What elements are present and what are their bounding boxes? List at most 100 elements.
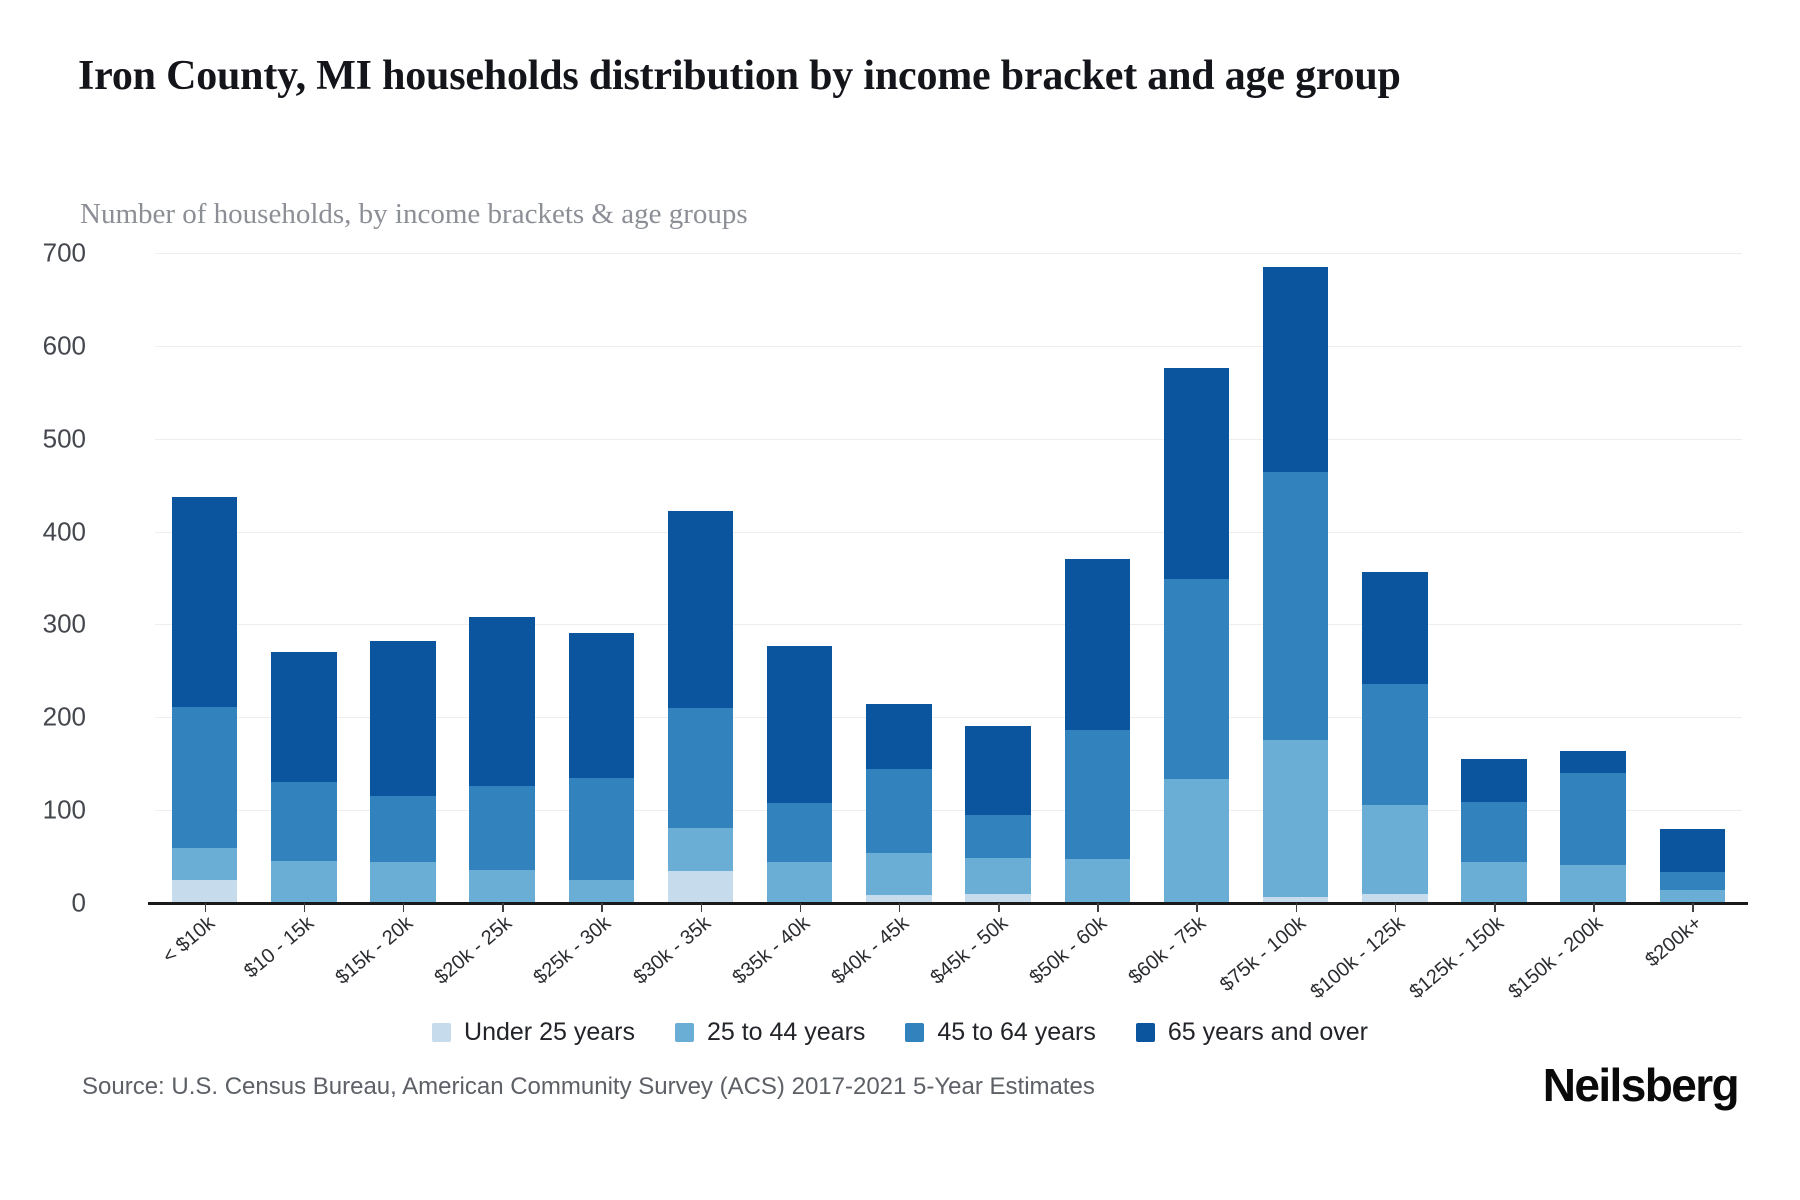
y-axis-tick-label: 0 [71, 887, 86, 918]
bar-stack[interactable] [1659, 253, 1726, 903]
bar-segment[interactable] [1560, 773, 1626, 865]
bar-stack[interactable] [667, 253, 734, 903]
bar-segment[interactable] [1064, 730, 1130, 860]
legend-item-label: 65 years and over [1167, 1018, 1368, 1046]
bar-segment[interactable] [866, 894, 932, 903]
bar-stack[interactable] [866, 253, 932, 903]
bar-stack[interactable] [1163, 253, 1230, 903]
bar-segment[interactable] [568, 879, 635, 903]
bar-stack[interactable] [370, 253, 436, 903]
bar-segment[interactable] [370, 796, 436, 863]
legend-swatch-icon [1135, 1023, 1155, 1042]
bar-segment[interactable] [667, 511, 734, 708]
bar-segment[interactable] [766, 802, 833, 863]
bar-segment[interactable] [965, 893, 1031, 903]
bar-stack[interactable] [171, 253, 238, 903]
bar-segment[interactable] [1461, 862, 1527, 903]
bar-stack[interactable] [271, 253, 337, 903]
bar-segment[interactable] [271, 652, 337, 783]
bar-stack[interactable] [766, 253, 833, 903]
bar-segment[interactable] [1064, 859, 1130, 903]
source-note: Source: U.S. Census Bureau, American Com… [82, 1073, 1095, 1100]
bar-segment[interactable] [1064, 558, 1130, 731]
bar-segment[interactable] [1262, 739, 1329, 897]
bar-stack[interactable] [1362, 253, 1428, 903]
gridline [155, 438, 1742, 440]
bar-segment[interactable] [370, 862, 436, 903]
x-axis-tick [601, 903, 603, 912]
legend-item[interactable]: Under 25 years [432, 1018, 635, 1047]
bar-segment[interactable] [1362, 683, 1428, 805]
bar-segment[interactable] [1262, 472, 1329, 740]
bar-segment[interactable] [271, 861, 337, 903]
bar-segment[interactable] [1262, 896, 1329, 903]
plot-area [155, 253, 1742, 903]
x-axis-tick [402, 903, 405, 912]
bar-segment[interactable] [370, 641, 436, 797]
bar-stack[interactable] [568, 253, 635, 903]
gridline [155, 810, 1742, 812]
bar-segment[interactable] [866, 852, 932, 895]
legend-swatch-icon [905, 1023, 925, 1042]
x-axis-tick [1494, 903, 1496, 912]
x-axis-tick [1097, 903, 1099, 912]
bar-segment[interactable] [667, 827, 734, 872]
bar-segment[interactable] [667, 871, 734, 903]
gridline [155, 531, 1742, 533]
legend-item[interactable]: 25 to 44 years [674, 1018, 866, 1047]
legend-item[interactable]: 45 to 64 years [905, 1018, 1096, 1047]
x-axis-tick [303, 903, 306, 912]
brand-logo: Neilsberg [1542, 1059, 1740, 1111]
bar-segment[interactable] [171, 848, 238, 880]
legend-item-label: Under 25 years [464, 1018, 635, 1046]
legend-item-label: 45 to 64 years [937, 1018, 1096, 1046]
bar-segment[interactable] [1461, 759, 1527, 802]
bar-segment[interactable] [1163, 778, 1230, 903]
bar-segment[interactable] [866, 704, 932, 770]
bar-segment[interactable] [568, 632, 635, 778]
bar-segment[interactable] [1659, 828, 1726, 873]
bar-segment[interactable] [171, 497, 238, 708]
legend-item-label: 25 to 44 years [706, 1018, 866, 1046]
bar-segment[interactable] [171, 879, 238, 903]
bar-segment[interactable] [1262, 266, 1329, 473]
y-axis-tick-label: 700 [42, 237, 86, 268]
bar-segment[interactable] [866, 769, 932, 853]
bar-segment[interactable] [1560, 864, 1626, 903]
bar-segment[interactable] [1659, 872, 1726, 890]
x-axis-tick [502, 903, 504, 912]
bar-segment[interactable] [1461, 801, 1527, 863]
bar-segment[interactable] [469, 786, 535, 870]
bar-segment[interactable] [469, 617, 535, 786]
bar-stack[interactable] [1560, 253, 1626, 903]
bar-segment[interactable] [171, 707, 238, 849]
bar-segment[interactable] [1362, 804, 1428, 894]
bar-segment[interactable] [1163, 368, 1230, 579]
gridline [155, 717, 1742, 719]
bar-stack[interactable] [469, 253, 535, 903]
x-axis-tick [1394, 903, 1397, 912]
x-axis-tick [1593, 903, 1595, 912]
bar-segment[interactable] [1362, 572, 1428, 684]
bar-stack[interactable] [1461, 253, 1527, 903]
bar-segment[interactable] [667, 708, 734, 828]
bar-segment[interactable] [1659, 890, 1726, 903]
bar-segment[interactable] [965, 814, 1031, 858]
bar-segment[interactable] [271, 782, 337, 862]
bar-stack[interactable] [965, 253, 1031, 903]
bar-segment[interactable] [965, 725, 1031, 815]
x-axis-tick [1692, 903, 1694, 912]
bar-segment[interactable] [1163, 578, 1230, 779]
x-axis-tick [799, 903, 802, 912]
bar-segment[interactable] [1362, 893, 1428, 903]
bar-stack[interactable] [1262, 253, 1329, 903]
bar-segment[interactable] [568, 777, 635, 880]
legend-item[interactable]: 65 years and over [1135, 1018, 1368, 1047]
bar-segment[interactable] [1560, 750, 1626, 773]
bar-segment[interactable] [965, 857, 1031, 894]
bar-segment[interactable] [766, 645, 833, 803]
bar-segment[interactable] [469, 869, 535, 903]
bar-segment[interactable] [766, 862, 833, 903]
bar-stack[interactable] [1064, 253, 1130, 903]
